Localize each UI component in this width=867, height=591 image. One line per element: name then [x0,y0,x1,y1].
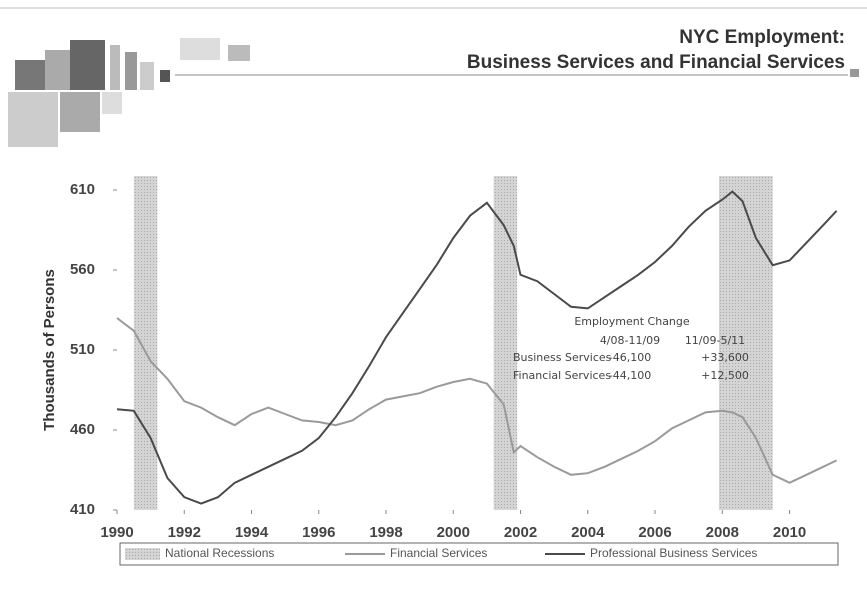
legend [119,542,839,566]
y-axis-label: Thousands of Persons [41,269,58,431]
logo [8,38,250,147]
y-tick-label: 610 [70,181,95,198]
legend-swatch [125,548,160,560]
y-tick-label: 410 [70,501,95,518]
legend-label: National Recessions [165,546,274,560]
x-tick-label: 2006 [638,524,671,541]
annotation-value: -46,100 [609,351,651,364]
y-tick-label: 510 [70,341,95,358]
annotation-column: 4/08-11/09 [600,334,660,347]
recession-band [133,176,158,510]
x-tick-label: 2002 [504,524,537,541]
annotation-column: 11/09-5/11 [685,334,745,347]
y-tick-label: 560 [70,261,95,278]
annotation-row-label: Financial Services [513,369,611,382]
x-tick-label: 1994 [235,524,269,541]
series-line [116,190,838,505]
x-tick-label: 1996 [302,524,335,541]
x-tick-label: 2004 [571,524,605,541]
series-line [116,317,838,484]
legend-label: Financial Services [390,546,487,560]
x-tick-label: 2010 [773,524,806,541]
annotation-value: +33,600 [701,351,749,364]
annotation-value: +12,500 [701,369,749,382]
title: NYC Employment: [679,27,845,48]
x-tick-label: 2000 [437,524,470,541]
title-icon [850,69,859,77]
x-tick-label: 1990 [100,524,133,541]
legend-label: Professional Business Services [590,546,757,560]
y-tick-label: 460 [70,421,95,438]
x-tick-label: 1992 [168,524,201,541]
recession-band [493,176,518,510]
x-tick-label: 1998 [369,524,402,541]
annotation-value: -44,100 [609,369,651,382]
x-tick-label: 2008 [706,524,739,541]
subtitle: Business Services and Financial Services [467,52,845,73]
annotation-row-label: Business Services [513,351,612,364]
annotation-title: Employment Change [574,315,690,328]
